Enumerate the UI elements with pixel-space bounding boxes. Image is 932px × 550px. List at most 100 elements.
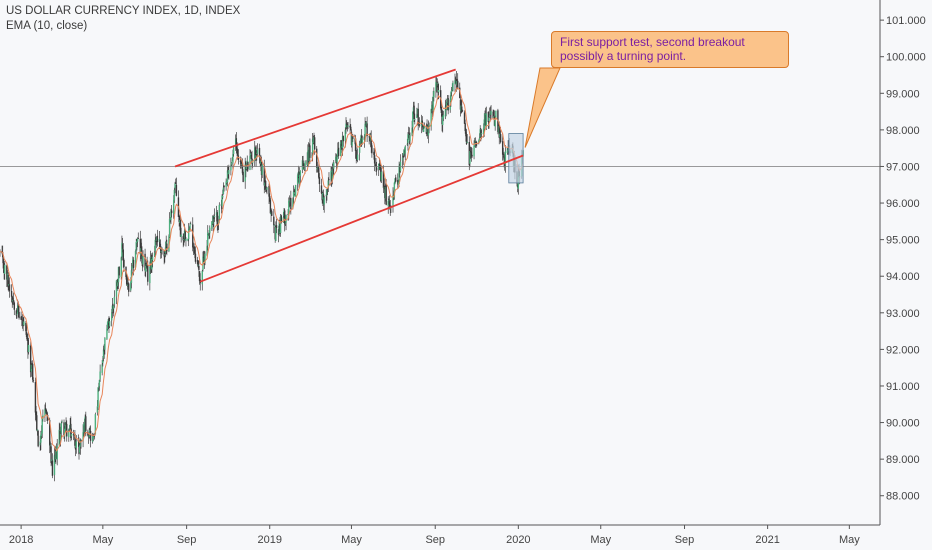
price-tick-label: 98.000 — [886, 125, 920, 137]
candle-body — [179, 220, 182, 237]
candle-body — [303, 167, 306, 170]
candle-body — [21, 319, 23, 321]
candle-body — [309, 145, 311, 158]
candle-body — [374, 164, 376, 166]
candle-body — [417, 108, 419, 126]
candle-body — [240, 160, 242, 164]
candle-body — [299, 170, 302, 176]
candle-body — [304, 161, 306, 167]
price-tick-label: 101.000 — [886, 15, 926, 27]
candle-body — [79, 439, 82, 447]
price-tick-label: 90.000 — [886, 418, 920, 430]
candle-body — [170, 210, 172, 221]
candle-body — [230, 165, 232, 171]
candle-body — [373, 151, 375, 155]
time-axis[interactable]: 2018 May Sep 2019 May Sep 2020 May Sep 2021 May — [0, 524, 880, 546]
candle-body — [30, 364, 33, 372]
candle-body — [258, 147, 261, 158]
candle-body — [211, 221, 213, 229]
candle-body — [444, 106, 447, 117]
candle-body — [223, 185, 225, 188]
candle-body — [82, 432, 84, 441]
price-tick-label: 95.000 — [886, 235, 920, 247]
price-tick-label: 92.000 — [886, 344, 920, 356]
candle-body — [435, 81, 437, 92]
candle-body — [459, 99, 462, 110]
ema-layer — [0, 87, 524, 452]
candle-body — [404, 146, 406, 154]
candle-body — [190, 223, 192, 225]
candle-body — [370, 136, 372, 146]
candle-body — [193, 246, 195, 249]
candle-body — [213, 216, 215, 219]
candle-body — [466, 141, 468, 143]
candle-body — [454, 78, 457, 80]
time-tick-label: 2019 — [257, 534, 281, 546]
candle-body — [502, 153, 505, 155]
candle-body — [275, 226, 277, 241]
candle-body — [209, 227, 211, 234]
candle-body — [207, 232, 209, 246]
price-axis[interactable]: 101.000 100.000 99.000 98.000 97.000 96.000 95… — [879, 0, 926, 525]
candle-body — [25, 322, 27, 332]
candle-body — [198, 265, 200, 271]
candle-body — [36, 415, 38, 431]
candle-body — [483, 119, 485, 129]
candle-body — [34, 382, 37, 413]
candle-body — [388, 199, 390, 202]
candle-body — [490, 110, 492, 115]
candle-body — [46, 415, 49, 421]
candle-body — [480, 130, 482, 135]
candle-body — [125, 275, 128, 285]
candle-body — [380, 171, 383, 181]
candle-body — [442, 114, 445, 119]
candle-body — [342, 136, 344, 142]
time-tick-label: Sep — [425, 534, 445, 546]
candle-body — [501, 141, 504, 155]
candle-body — [356, 154, 359, 160]
price-tick-label: 93.000 — [886, 308, 920, 320]
candle-body — [492, 111, 494, 118]
candle-body — [482, 128, 485, 135]
candle-body — [184, 230, 186, 241]
candle-body — [163, 250, 165, 257]
price-tick-label: 88.000 — [886, 491, 920, 503]
candle-body — [366, 123, 368, 136]
candle-body — [450, 90, 453, 93]
candle-body — [51, 460, 54, 476]
indicator-label: EMA (10, close) — [6, 20, 88, 32]
candle-body — [49, 420, 51, 446]
candle-body — [118, 266, 120, 276]
candle-body — [16, 313, 18, 315]
candle-body — [474, 142, 476, 147]
candle-body — [91, 436, 94, 442]
candle-body — [447, 98, 449, 111]
candle-body — [103, 348, 105, 352]
candle-body — [461, 106, 463, 113]
candle-body — [6, 265, 8, 280]
candle-body — [155, 240, 157, 243]
candle-body — [379, 163, 381, 168]
candle-body — [41, 418, 43, 434]
candle-body — [113, 296, 116, 305]
candle-body — [375, 167, 378, 171]
candle-body — [413, 105, 415, 120]
candle-body — [201, 270, 203, 285]
candle-body — [489, 114, 491, 117]
candle-body — [50, 446, 52, 463]
candle-body — [333, 162, 335, 169]
candle-body — [40, 434, 42, 443]
candle-body — [99, 371, 101, 379]
candle-body — [480, 133, 483, 134]
candle-body — [111, 312, 113, 321]
channel-lower-trendline — [199, 154, 524, 283]
candle-body — [428, 124, 430, 126]
candle-body — [350, 126, 352, 131]
annotation-callout[interactable]: First support test, second breakout poss… — [551, 31, 789, 68]
candle-body — [465, 134, 468, 145]
candle-body — [31, 363, 34, 380]
candle-body — [395, 177, 397, 182]
candle-body — [121, 244, 124, 249]
candle-body — [156, 235, 159, 243]
